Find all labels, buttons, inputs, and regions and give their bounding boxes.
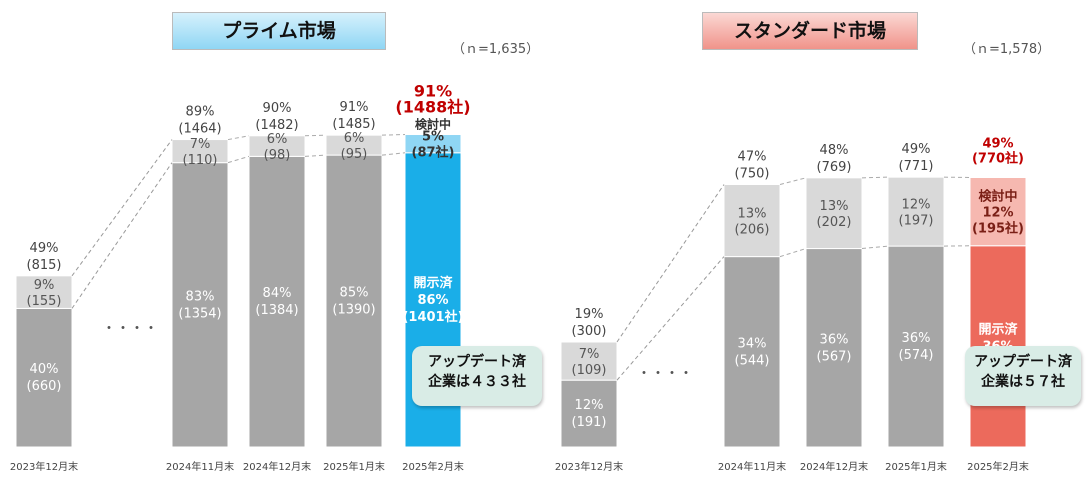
standard-label-disclosed-0: 12% (191) (572, 398, 607, 430)
standard-connector-top-2 (861, 176, 889, 179)
standard-label-considering-2: 13% (202) (817, 199, 852, 230)
prime-connector-top (71, 139, 173, 277)
standard-sample-size: （ｎ=1,578） (963, 42, 1051, 57)
standard-connector-bottom-2 (861, 245, 889, 250)
prime-market-title: プライム市場 (172, 12, 386, 50)
standard-bar-disclosed-1 (723, 256, 781, 448)
prime-bar-considering-3 (325, 134, 383, 156)
prime-bar-considering-0 (15, 275, 73, 309)
standard-connector-top (616, 184, 725, 343)
standard-category-label-1: 2024年11月末 (718, 460, 786, 473)
standard-category-label-2: 2024年12月末 (800, 460, 868, 473)
standard-category-label-3: 2025年1月末 (885, 460, 947, 473)
prime-category-label-1: 2024年11月末 (166, 460, 234, 473)
prime-connector-top-1 (227, 135, 250, 141)
prime-bar-disclosed-2 (248, 155, 306, 448)
prime-connector-bottom-1 (227, 155, 250, 164)
prime-label-disclosed-3: 85% (1390) (332, 286, 375, 318)
prime-callout-line1: アップデート済 (428, 354, 526, 370)
standard-bar-considering-4 (969, 177, 1027, 247)
prime-connector-top-3 (381, 134, 406, 136)
standard-ellipsis: ・・・・ (637, 366, 693, 382)
standard-category-label-4: 2025年2月末 (967, 460, 1029, 473)
prime-label-considering-4: 5% (87社) (412, 130, 455, 161)
prime-update-callout: アップデート済 企業は４３３社 (412, 346, 542, 406)
prime-category-label-2: 2024年12月末 (243, 460, 311, 473)
prime-connector-bottom (71, 162, 173, 309)
standard-bar-disclosed-0 (560, 379, 618, 448)
prime-label-considering-1: 7% (110) (183, 137, 218, 168)
standard-bar-considering-3 (887, 176, 945, 247)
standard-market-title: スタンダード市場 (702, 12, 918, 50)
standard-update-callout: アップデート済 企業は５７社 (965, 346, 1081, 406)
prime-total-label-0: 49% (815) (27, 241, 62, 273)
prime-bar-disclosed-0 (15, 307, 73, 448)
prime-ellipsis: ・・・・ (102, 321, 158, 337)
prime-callout-line2: 企業は４３３社 (428, 374, 526, 390)
prime-bar-disclosed-1 (171, 162, 229, 448)
standard-label-considering-0: 7% (109) (572, 347, 607, 378)
standard-bar-disclosed-3 (887, 245, 945, 448)
standard-label-considering-1: 13% (206) (735, 207, 770, 238)
standard-connector-bottom-1 (779, 248, 807, 258)
standard-total-label-0: 19% (300) (572, 307, 607, 339)
standard-callout-line1: アップデート済 (974, 354, 1072, 370)
standard-bar-considering-2 (805, 177, 863, 250)
standard-label-disclosed-1: 34% (544) (735, 336, 770, 368)
standard-callout-line2: 企業は５７社 (981, 374, 1065, 390)
standard-label-disclosed-2: 36% (567) (817, 332, 852, 364)
standard-bar-considering-0 (560, 341, 618, 381)
prime-connector-top-2 (304, 134, 327, 137)
prime-total-label-4: 91% (1488社) (395, 82, 470, 117)
prime-bar-considering-1 (171, 139, 229, 164)
standard-label-considering-4: 検討中 12% (195社) (972, 189, 1024, 237)
prime-label-considering-3: 6% (95) (341, 131, 368, 162)
standard-total-label-2: 48% (769) (817, 143, 852, 175)
standard-total-label-3: 49% (771) (899, 142, 934, 174)
standard-label-disclosed-3: 36% (574) (899, 331, 934, 363)
prime-category-label-4: 2025年2月末 (402, 460, 464, 473)
standard-label-considering-3: 12% (197) (899, 198, 934, 229)
prime-connector-bottom-3 (381, 152, 406, 156)
prime-connector-bottom-2 (304, 154, 327, 157)
standard-bar-disclosed-2 (805, 248, 863, 448)
prime-total-label-3: 91% (1485) (332, 100, 375, 132)
prime-total-label-2: 90% (1482) (255, 101, 298, 133)
prime-category-label-0: 2023年12月末 (10, 460, 78, 473)
standard-total-label-1: 47% (750) (735, 150, 770, 182)
standard-connector-bottom (616, 256, 725, 381)
standard-total-label-4: 49% (770社) (972, 137, 1024, 167)
prime-category-label-3: 2025年1月末 (323, 460, 385, 473)
prime-sample-size: （ｎ=1,635） (452, 42, 540, 57)
standard-connector-top-1 (779, 177, 807, 185)
prime-considering-header: 検討中 (415, 117, 451, 132)
prime-label-considering-2: 6% (98) (264, 132, 291, 163)
prime-label-disclosed-0: 40% (660) (27, 362, 62, 394)
prime-bar-considering-4 (404, 134, 462, 154)
prime-label-disclosed-2: 84% (1384) (255, 286, 298, 318)
standard-category-label-0: 2023年12月末 (555, 460, 623, 473)
standard-bar-considering-1 (723, 184, 781, 258)
prime-label-considering-0: 9% (155) (27, 278, 62, 309)
prime-bar-considering-2 (248, 135, 306, 157)
prime-label-disclosed-1: 83% (1354) (178, 289, 221, 321)
prime-total-label-1: 89% (1464) (178, 105, 221, 137)
prime-bar-disclosed-3 (325, 154, 383, 448)
prime-label-disclosed-4: 開示済 86% (1401社) (402, 275, 463, 325)
